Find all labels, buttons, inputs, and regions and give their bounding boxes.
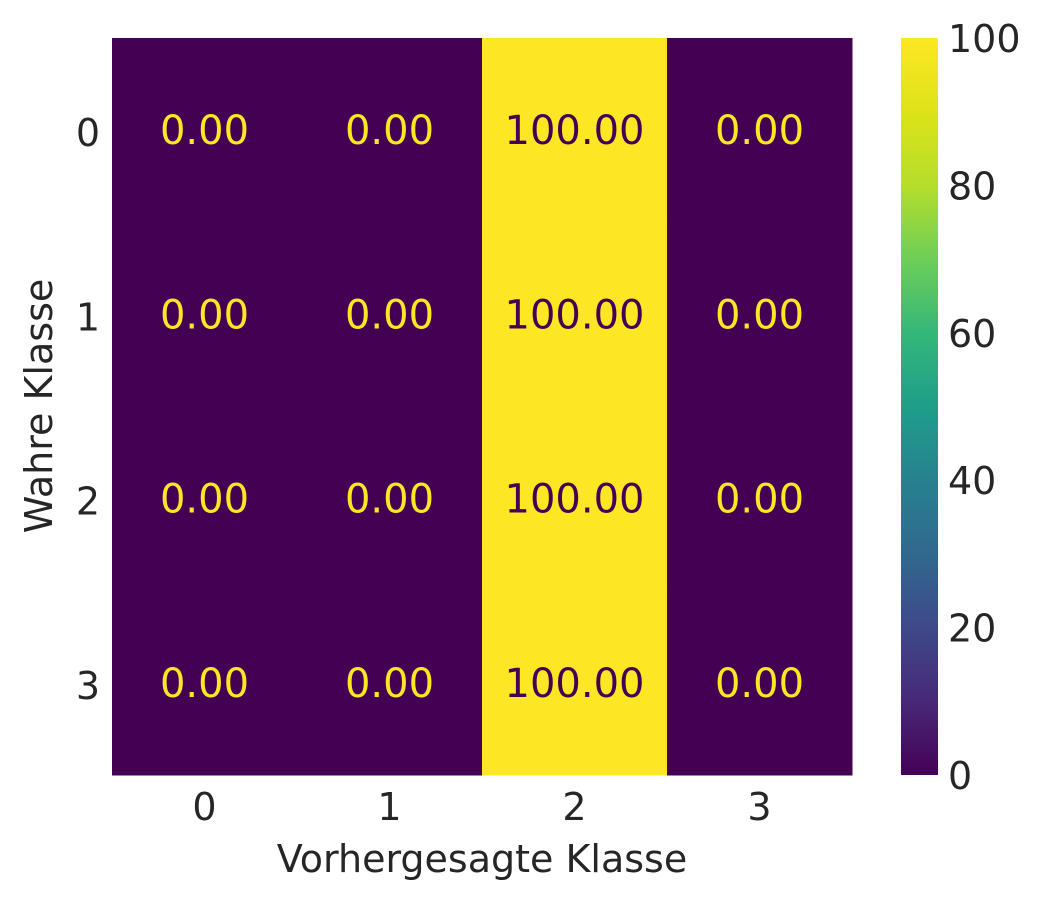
- heatmap-cell-label-2-0: 0.00: [160, 477, 249, 523]
- heatmap-cell-0-1: [297, 38, 483, 223]
- y-axis-label: Wahre Klasse: [17, 279, 61, 534]
- colorbar-tick-label: 40: [948, 459, 996, 503]
- heatmap-cells: [112, 38, 853, 776]
- x-tick-label: 2: [562, 785, 586, 829]
- heatmap-cell-2-3: [667, 406, 853, 592]
- heatmap-cell-1-2: [482, 222, 668, 407]
- y-tick-label: 3: [76, 664, 100, 708]
- heatmap-cell-labels: 0.00 0.00 100.00 0.00 0.00 0.00 100.00 0.00 0.00…: [160, 108, 804, 707]
- colorbar-tick-label: 20: [948, 607, 996, 651]
- colorbar: [901, 38, 938, 775]
- heatmap-cell-3-0: [112, 590, 298, 776]
- heatmap-cell-0-0: [112, 38, 298, 223]
- heatmap-cell-label-1-2: 100.00: [505, 292, 645, 338]
- heatmap-cell-2-2: [482, 406, 668, 592]
- heatmap-cell-label-3-2: 100.00: [505, 661, 645, 707]
- heatmap-cell-label-3-1: 0.00: [345, 661, 434, 707]
- heatmap-cell-0-3: [667, 38, 853, 223]
- heatmap-cell-label-3-3: 0.00: [715, 661, 804, 707]
- heatmap-cell-label-0-3: 0.00: [715, 108, 804, 154]
- x-tick-label: 1: [377, 785, 401, 829]
- colorbar-tick-label: 80: [948, 164, 996, 208]
- heatmap-cell-0-2: [482, 38, 668, 223]
- heatmap-cell-label-0-1: 0.00: [345, 108, 434, 154]
- y-tick-label: 2: [76, 480, 100, 524]
- x-axis-label: Vorhergesagte Klasse: [277, 837, 687, 881]
- heatmap-cell-label-1-3: 0.00: [715, 292, 804, 338]
- heatmap-cell-1-3: [667, 222, 853, 407]
- y-axis-ticks: 0 1 2 3: [76, 111, 100, 708]
- x-tick-label: 0: [192, 785, 216, 829]
- heatmap-cell-3-1: [297, 590, 483, 776]
- y-tick-label: 0: [76, 111, 100, 155]
- colorbar-tick-label: 0: [948, 754, 972, 798]
- heatmap-cell-label-1-0: 0.00: [160, 292, 249, 338]
- heatmap-cell-label-2-3: 0.00: [715, 477, 804, 523]
- heatmap-cell-3-2: [482, 590, 668, 776]
- x-axis-ticks: 0 1 2 3: [192, 785, 771, 829]
- heatmap-cell-3-3: [667, 590, 853, 776]
- heatmap-cell-label-2-2: 100.00: [505, 477, 645, 523]
- heatmap-cell-label-1-1: 0.00: [345, 292, 434, 338]
- heatmap-cell-2-0: [112, 406, 298, 592]
- heatmap-cell-2-1: [297, 406, 483, 592]
- heatmap-cell-label-3-0: 0.00: [160, 661, 249, 707]
- heatmap-cell-label-0-0: 0.00: [160, 108, 249, 154]
- heatmap-cell-1-1: [297, 222, 483, 407]
- x-tick-label: 3: [747, 785, 771, 829]
- heatmap-cell-1-0: [112, 222, 298, 407]
- colorbar-tick-label: 100: [948, 17, 1021, 61]
- heatmap-cell-label-0-2: 100.00: [505, 108, 645, 154]
- colorbar-ticks: 0 20 40 60 80 100: [948, 17, 1021, 798]
- y-tick-label: 1: [76, 295, 100, 339]
- colorbar-tick-label: 60: [948, 312, 996, 356]
- heatmap-cell-label-2-1: 0.00: [345, 477, 434, 523]
